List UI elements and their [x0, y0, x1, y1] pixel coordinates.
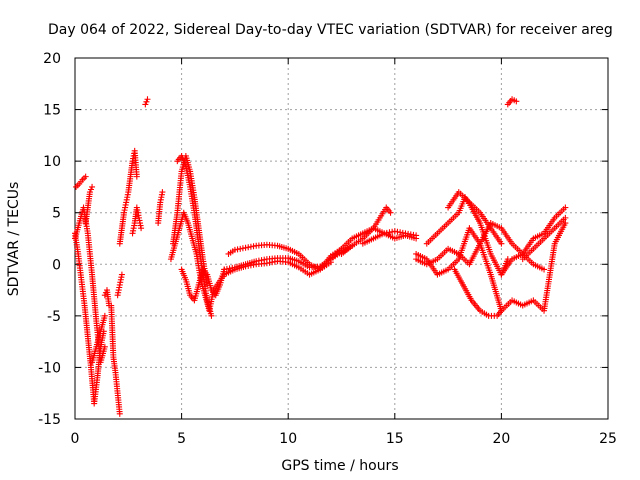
data-point: [86, 189, 93, 196]
series-trace-6: [101, 287, 113, 309]
y-tick-label: 5: [52, 206, 61, 222]
series-trace-21: [338, 204, 394, 257]
series-trace-28: [504, 96, 520, 108]
data-point: [138, 225, 145, 232]
grid: [75, 58, 608, 419]
plot-frame: [74, 57, 609, 420]
x-axis-label: GPS time / hours: [281, 458, 398, 474]
series-trace-5: [89, 312, 108, 366]
x-tick-label: 25: [599, 431, 617, 447]
chart-title: Day 064 of 2022, Sidereal Day-to-day VTE…: [48, 22, 613, 38]
data-point: [144, 96, 151, 103]
data-point: [498, 307, 505, 314]
x-tick-labels: 0 5 10 15 20 25: [71, 431, 617, 447]
y-tick-label: -10: [38, 360, 61, 376]
data-point: [142, 101, 149, 108]
series-trace-30: [519, 214, 569, 263]
data-point: [541, 266, 548, 273]
series-trace-17: [210, 258, 334, 294]
data-marks: [72, 96, 569, 417]
y-tick-label: 0: [52, 257, 61, 273]
data-point: [562, 204, 569, 211]
series-trace-8: [114, 271, 125, 299]
data-point: [159, 189, 166, 196]
series-trace-9: [116, 147, 140, 247]
data-point: [387, 209, 394, 216]
series-trace-27: [451, 266, 505, 319]
y-axis-label: SDTVAR / TECUs: [6, 182, 22, 297]
x-tick-label: 15: [386, 431, 404, 447]
data-point: [498, 240, 505, 247]
data-point: [82, 173, 89, 180]
y-tick-label: 20: [43, 51, 61, 67]
data-point: [118, 271, 125, 278]
data-point: [208, 312, 215, 319]
data-point: [89, 183, 96, 190]
y-tick-labels: -15 -10 -5 0 5 10 15 20: [38, 51, 61, 428]
x-tick-label: 20: [492, 431, 510, 447]
data-point: [562, 220, 569, 227]
data-point: [133, 173, 140, 180]
y-tick-label: 15: [43, 103, 61, 119]
series-trace-3: [73, 173, 89, 190]
y-tick-label: 10: [43, 154, 61, 170]
series-trace-22: [359, 228, 420, 247]
series-trace-12: [155, 189, 166, 227]
series-trace-2: [72, 204, 108, 366]
series-trace-7: [108, 302, 123, 417]
data-point: [116, 410, 123, 417]
series-trace-24: [413, 220, 569, 314]
x-tick-label: 10: [279, 431, 297, 447]
data-point: [562, 214, 569, 221]
series-trace-10: [129, 204, 145, 237]
data-point: [87, 186, 94, 193]
series-trace-11: [142, 96, 151, 108]
data-point: [413, 232, 420, 239]
series-trace-29: [498, 204, 569, 278]
x-tick-label: 0: [71, 431, 80, 447]
data-point: [101, 343, 108, 350]
y-tick-label: -5: [47, 309, 61, 325]
series-trace-26: [445, 189, 505, 247]
x-tick-label: 5: [177, 431, 186, 447]
data-point: [143, 98, 150, 105]
series-trace-4: [82, 183, 96, 227]
data-point: [101, 312, 108, 319]
data-point: [513, 98, 520, 105]
ticks: [74, 57, 609, 420]
series-trace-15: [174, 152, 215, 319]
y-tick-label: -15: [38, 412, 61, 428]
